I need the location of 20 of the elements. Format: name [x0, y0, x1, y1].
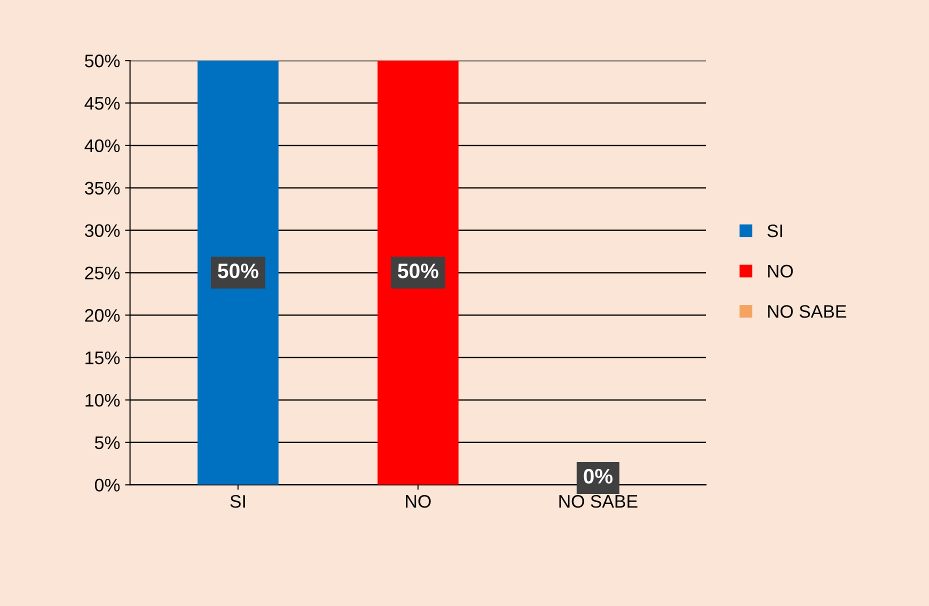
- legend-label: NO: [768, 264, 793, 278]
- data-label: 0%: [584, 468, 613, 484]
- legend-label: NO SABE: [768, 305, 846, 318]
- data-label: 50%: [398, 264, 438, 278]
- x-tick-label: NO SABE: [559, 495, 638, 508]
- y-tick-label: 35%: [84, 182, 120, 195]
- y-tick-label: 0%: [94, 478, 120, 492]
- y-tick-label: 5%: [94, 436, 120, 450]
- y-tick-label: 15%: [86, 352, 120, 364]
- y-tick-label: 20%: [85, 309, 120, 322]
- y-tick-label: 10%: [86, 394, 120, 407]
- x-tick-label: NO: [406, 495, 431, 508]
- data-label: 50%: [218, 264, 258, 278]
- y-tick-label: 45%: [84, 97, 120, 110]
- y-tick-label: 50%: [84, 54, 120, 68]
- x-tick-label: SI: [230, 495, 245, 508]
- legend-label: SI: [767, 224, 782, 238]
- y-tick-label: 40%: [84, 139, 120, 152]
- y-tick-label: 25%: [85, 266, 120, 280]
- y-tick-label: 30%: [84, 224, 120, 237]
